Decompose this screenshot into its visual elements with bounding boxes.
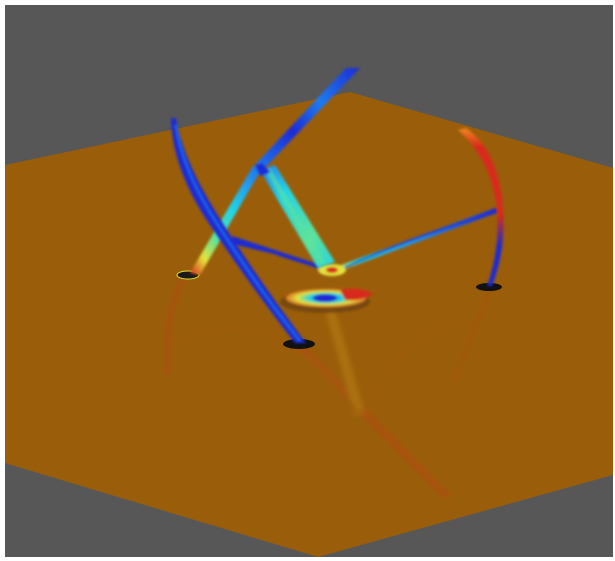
arm-junction-core <box>326 267 338 273</box>
hub-center <box>313 294 337 302</box>
blade-long <box>190 68 360 275</box>
reflection-long-blade <box>297 342 451 500</box>
blade-right <box>458 128 504 286</box>
blade-long-body <box>190 68 360 275</box>
blade-left-edge <box>175 124 301 342</box>
diagonal-strut <box>260 165 335 268</box>
strut-highlight <box>265 168 325 264</box>
central-hub <box>280 288 373 313</box>
floor-plane <box>5 92 613 557</box>
reflection-left-blade <box>164 274 187 376</box>
mount-front <box>283 339 315 349</box>
mount-right <box>476 283 502 291</box>
hub-red-patch <box>340 288 373 301</box>
blade-right-body <box>458 128 504 286</box>
arm-right-edge <box>334 211 498 273</box>
blade-long-joint <box>255 163 270 176</box>
reflection-strut <box>325 308 365 417</box>
blade-left <box>171 118 306 343</box>
reflection-arms <box>179 318 461 418</box>
reflection-right-blade <box>453 289 492 381</box>
blade-mounts <box>176 270 502 349</box>
floor-reflections <box>164 274 492 500</box>
